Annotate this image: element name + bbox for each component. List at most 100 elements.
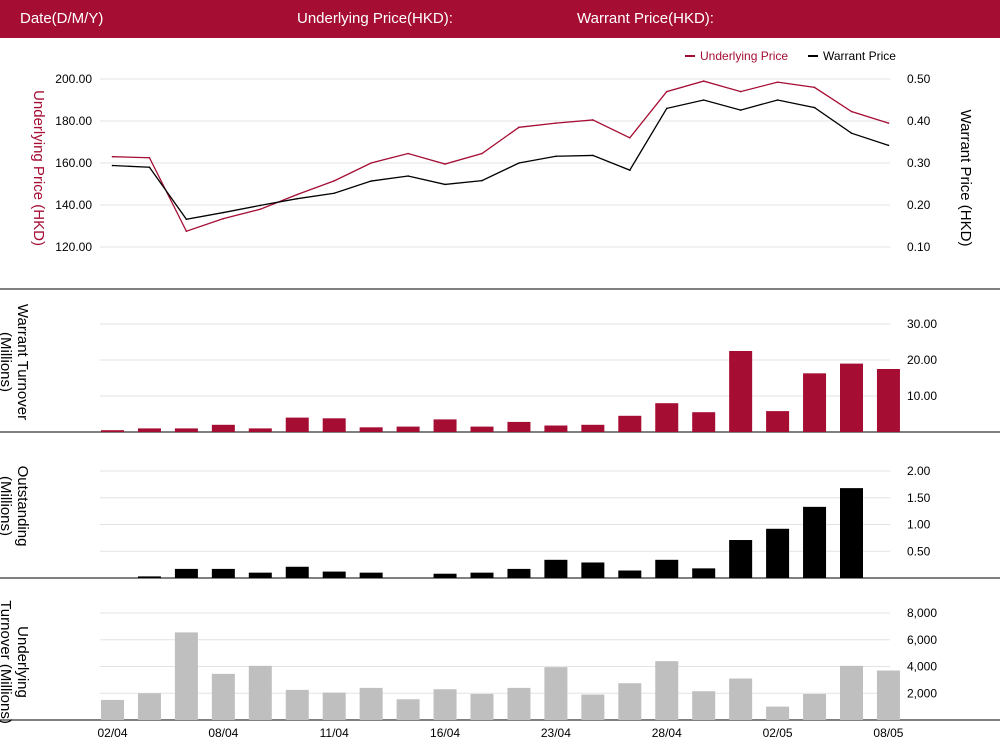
underlying-turnover-bar [322,692,346,720]
outstanding-bar [322,571,346,578]
right-tick-label: 0.20 [907,198,931,212]
underlying-price-point [259,208,262,210]
warrant-turnover-bar [359,427,383,432]
warrant-price-point [629,169,631,171]
underlying-price-line [112,80,889,233]
outstanding-bar [285,566,309,578]
underlying-turnover-bar [396,699,420,720]
warrant-price-point [222,211,225,214]
warrant-turnover-bar [396,426,420,432]
underlying-turnover-bar [840,665,863,720]
underlying-turnover-bar [137,693,161,720]
x-tick-label: 08/05 [873,726,903,740]
underlying-price-point [111,155,114,158]
underlying-price-point [629,137,631,139]
warrant-turnover-axis-title-line: Warrant Turnover [14,304,31,420]
warrant-turnover-bar [248,428,272,432]
right-tick-label: 0.30 [907,156,931,170]
warrant-price-point [555,155,557,158]
underlying-price-point [407,152,409,155]
underlying-price-point [665,90,668,93]
right-tick-label: 4,000 [907,660,937,674]
warrant-turnover-bar [470,426,494,432]
left-tick-label: 200.00 [55,72,92,86]
date-label: Date(D/M/Y) [20,10,104,27]
warrant-turnover-bar [618,415,642,432]
underlying-turnover-bar [692,691,716,720]
right-tick-label: 0.40 [907,114,931,128]
warrant-turnover-bar [101,430,124,432]
underlying-price-point [444,163,446,165]
warrant-price-point [850,132,853,134]
warrant-price-point [333,192,336,195]
warrant-turnover-bar [174,428,198,432]
warrant-turnover-bar [322,418,346,432]
warrant-turnover-bar [876,369,900,432]
outstanding-bar [655,559,679,578]
warrant-price-point [296,197,299,200]
underlying-turnover-bar [248,665,272,720]
underlying-price-point [296,193,299,196]
warrant-turnover-bar [692,412,716,432]
left-tick-label: 140.00 [55,198,92,212]
outstanding-bar [840,488,863,578]
x-tick-label: 11/04 [320,726,349,740]
outstanding-bar [137,576,161,578]
underlying-turnover-bar [433,689,457,720]
underlying-turnover-bar [655,661,679,720]
left-tick-label: 160.00 [55,156,92,170]
x-tick-label: 02/04 [97,726,127,740]
warrant-price-label: Warrant Price(HKD): [577,10,714,27]
warrant-price-point [407,175,409,177]
warrant-price-point [739,109,742,111]
outstanding-bar [581,562,605,578]
warrant-turnover-bar [655,403,679,432]
underlying-price-point [739,90,742,93]
warrant-price-point [111,164,114,167]
outstanding-axis-title: Outstanding(Millions) [0,466,31,547]
warrant-price-line [112,99,889,220]
warrant-turnover-bar [433,419,457,432]
right-tick-label: 1.00 [907,518,931,532]
x-tick-label: 28/04 [652,726,682,740]
x-tick-label: 16/04 [430,726,460,740]
underlying-turnover-bar [174,632,198,720]
outstanding-axis-title-line: (Millions) [0,476,14,536]
underlying-price-point [370,162,372,164]
underlying-turnover-bar [285,689,309,720]
warrant-price-point [148,166,151,168]
warrant-price-point [887,144,890,147]
outstanding-axis-title-line: Outstanding [14,466,31,547]
underlying-price-point [222,217,225,220]
right-tick-label: 20.00 [907,353,937,367]
outstanding-bar [729,540,753,578]
right-tick-label: 8,000 [907,606,937,620]
warrant-turnover-bar [544,425,568,432]
underlying-turnover-bar [766,706,790,720]
right-tick-label: 2.00 [907,464,931,478]
underlying-price-point [850,110,853,113]
outstanding-bar [248,572,272,578]
warrant-turnover-bar [729,351,753,432]
outstanding-bar [507,568,531,578]
warrant-turnover-bar [840,363,863,432]
underlying-turnover-bar [581,694,605,720]
right-tick-label: 0.50 [907,544,931,558]
underlying-price-point [481,152,483,155]
x-tick-label: 23/04 [541,726,571,740]
right-tick-label: 30.00 [907,317,937,331]
outstanding-bar [766,528,790,578]
outstanding-bar [211,568,235,578]
warrant-turnover-axis-title: Warrant Turnover(Millions) [0,304,31,420]
outstanding-bar [692,568,716,578]
underlying-turnover-bar [359,687,383,720]
outstanding-bar [359,572,383,578]
warrant-turnover-bar [766,411,790,432]
underlying-price-point [555,122,557,124]
underlying-turnover-bar [803,693,827,720]
legend-warrant-label: Warrant Price [823,49,896,63]
warrant-price-point [259,204,262,207]
left-tick-label: 120.00 [55,240,92,254]
right-tick-label: 0.10 [907,240,931,254]
right-tick-label: 6,000 [907,633,937,647]
